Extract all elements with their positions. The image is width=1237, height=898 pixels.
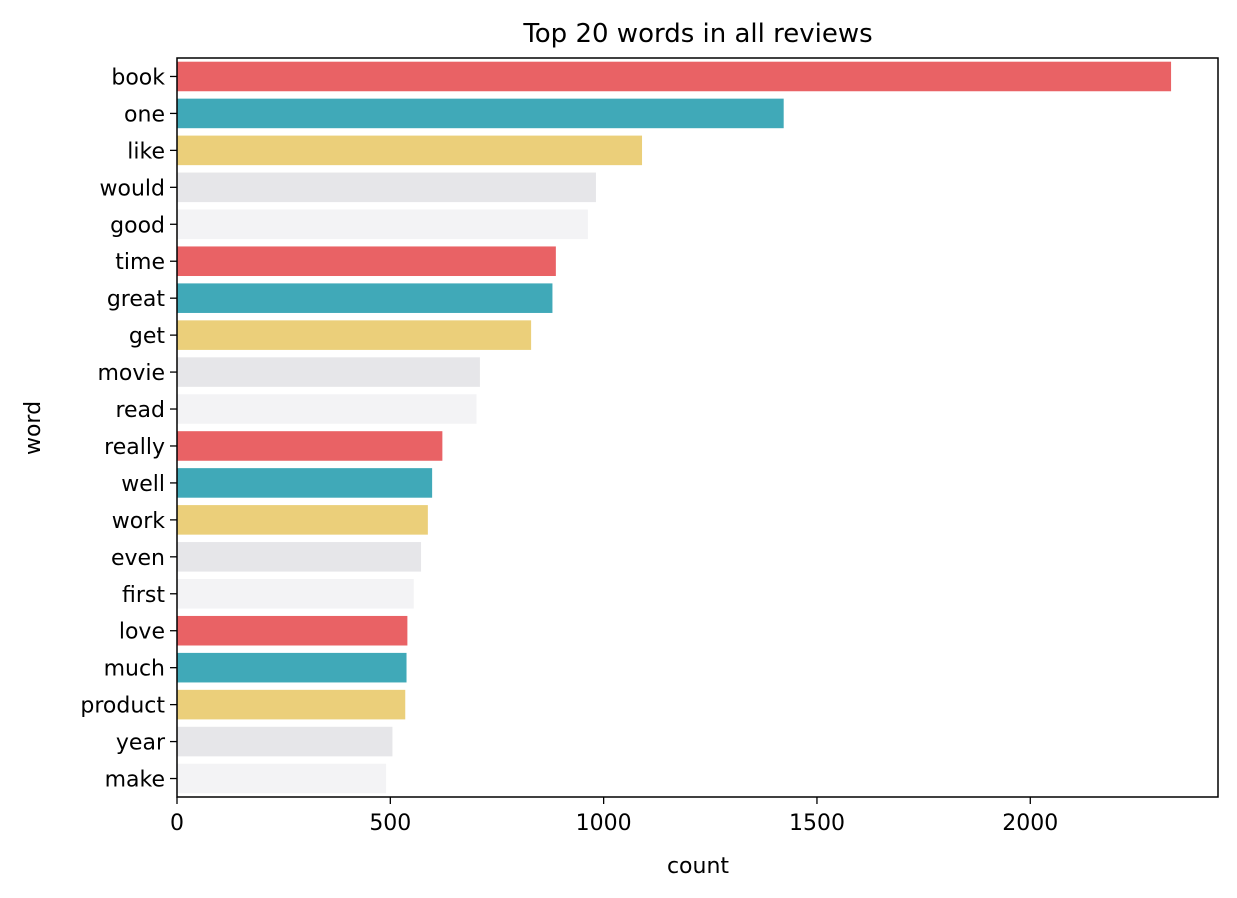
x-tick-label: 2000 [1002, 811, 1058, 836]
y-axis-ticks: book one like would good time great get movie rea… [80, 65, 177, 793]
bar-great [177, 283, 553, 313]
x-tick-label: 1500 [789, 811, 845, 836]
y-tick-label: well [121, 472, 165, 497]
bar-movie [177, 357, 480, 387]
y-tick-label: movie [97, 361, 165, 386]
bar-like [177, 135, 643, 166]
y-tick-label: time [115, 250, 165, 275]
bar-love [177, 615, 408, 646]
y-tick-label: would [100, 176, 165, 201]
y-axis-label: word [21, 401, 46, 455]
bar-good [177, 209, 588, 240]
y-tick-label: much [104, 657, 165, 682]
bar-one [177, 98, 784, 129]
y-tick-label: work [112, 509, 165, 534]
bar-would [177, 172, 596, 203]
y-tick-label: year [116, 731, 166, 756]
bar-make [177, 763, 387, 794]
x-tick-label: 1000 [576, 811, 632, 836]
bar-much [177, 652, 407, 683]
x-tick-label: 0 [170, 811, 184, 836]
y-tick-label: love [119, 620, 165, 645]
x-axis-label: count [667, 854, 729, 879]
y-tick-label: like [127, 139, 165, 164]
plot-frame [176, 57, 1219, 798]
y-tick-label: get [129, 324, 166, 349]
bar-really [177, 431, 443, 461]
chart-title: Top 20 words in all reviews [522, 19, 872, 49]
y-tick-label: great [107, 287, 166, 312]
x-axis-ticks: 0 500 1000 1500 2000 [170, 797, 1058, 836]
bar-well [177, 468, 433, 498]
bar-book [177, 61, 1172, 92]
y-tick-label: even [111, 546, 165, 571]
bar-first [177, 578, 414, 609]
y-tick-label: one [124, 102, 165, 127]
y-tick-label: really [104, 435, 165, 460]
bar-read [177, 394, 477, 424]
y-tick-label: product [80, 694, 165, 719]
y-tick-label: read [115, 398, 165, 423]
bar-work [177, 505, 428, 535]
bar-even [177, 542, 422, 572]
bar-product [177, 689, 406, 720]
bar-year [177, 726, 393, 757]
y-tick-label: book [111, 65, 165, 90]
bars-group [177, 61, 1172, 794]
y-tick-label: good [110, 213, 165, 238]
bar-get [177, 320, 532, 350]
y-tick-label: make [105, 768, 165, 793]
y-tick-label: first [122, 583, 165, 608]
x-tick-label: 500 [369, 811, 411, 836]
bar-time [177, 246, 556, 277]
